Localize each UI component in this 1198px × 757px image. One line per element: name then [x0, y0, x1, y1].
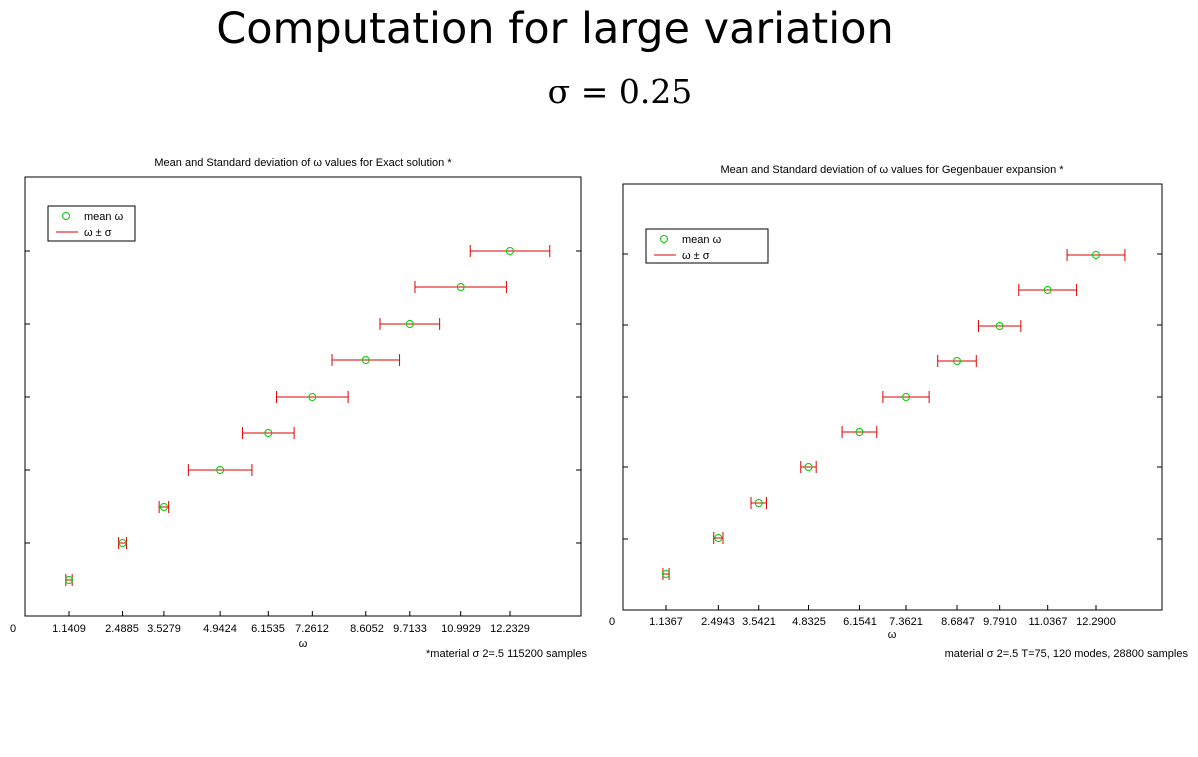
x-tick-label: 1.1367 — [649, 616, 683, 628]
x-tick-label: 8.6052 — [350, 623, 384, 635]
x-tick-label: 9.7133 — [393, 623, 427, 635]
x-tick-label: 6.1535 — [251, 623, 285, 635]
mean-point — [264, 429, 273, 437]
x-tick-label: 0 — [10, 623, 16, 635]
legend-box — [645, 228, 769, 264]
x-axis-label: ω — [888, 629, 897, 641]
legend-entry-sigma: ω ± σ — [682, 250, 710, 262]
mean-point — [804, 463, 813, 471]
x-tick-label: 0 — [609, 616, 615, 628]
x-tick-label: 7.3621 — [889, 616, 923, 628]
slide-title: Computation for large variation — [216, 4, 894, 54]
x-tick-label: 7.2612 — [295, 623, 329, 635]
mean-point — [953, 357, 962, 365]
x-tick-label: 1.1409 — [52, 623, 86, 635]
mean-point — [1092, 251, 1100, 259]
x-tick-label: 11.0367 — [1029, 616, 1068, 628]
mean-point — [506, 247, 514, 255]
x-tick-label: 2.4943 — [701, 616, 735, 628]
legend-entry-sigma: ω ± σ — [84, 227, 112, 239]
x-tick-label: 4.8325 — [792, 616, 826, 628]
x-tick-label: 3.5279 — [147, 623, 181, 635]
legend-mean-marker — [62, 212, 70, 220]
x-tick-label: 12.2900 — [1076, 616, 1116, 628]
legend-box — [47, 205, 136, 242]
slide-subtitle: σ = 0.25 — [547, 72, 693, 111]
mean-point — [308, 393, 317, 401]
x-tick-label: 6.1541 — [843, 616, 877, 628]
mean-point — [995, 322, 1004, 330]
mean-point — [456, 283, 465, 291]
mean-point — [662, 570, 670, 578]
mean-point — [405, 320, 414, 328]
x-tick-label: 8.6847 — [941, 616, 975, 628]
mean-point — [159, 503, 168, 511]
x-tick-label: 10.9929 — [441, 623, 481, 635]
x-tick-label: 3.5421 — [742, 616, 776, 628]
legend-mean-marker — [660, 235, 668, 243]
mean-point — [65, 576, 73, 584]
mean-point — [754, 499, 763, 507]
x-tick-label: 12.2329 — [490, 623, 530, 635]
legend-entry-mean: mean ω — [84, 211, 124, 223]
mean-point — [855, 428, 864, 436]
chart-title: Mean and Standard deviation of ω values … — [720, 164, 1064, 176]
legend-entry-mean: mean ω — [682, 234, 722, 246]
mean-point — [216, 466, 225, 474]
x-tick-label: 2.4885 — [105, 623, 139, 635]
mean-point — [1043, 286, 1052, 294]
chart-footnote: material σ 2=.5 T=75, 120 modes, 28800 s… — [945, 648, 1189, 660]
mean-point — [714, 534, 723, 542]
x-tick-label: 9.7910 — [983, 616, 1017, 628]
mean-point — [902, 393, 911, 401]
mean-point — [118, 539, 127, 547]
x-tick-label: 4.9424 — [203, 623, 237, 635]
chart-footnote: *material σ 2=.5 115200 samples — [426, 648, 587, 660]
mean-point — [361, 356, 370, 364]
x-axis-label: ω — [299, 638, 308, 650]
chart-title: Mean and Standard deviation of ω values … — [154, 157, 452, 169]
